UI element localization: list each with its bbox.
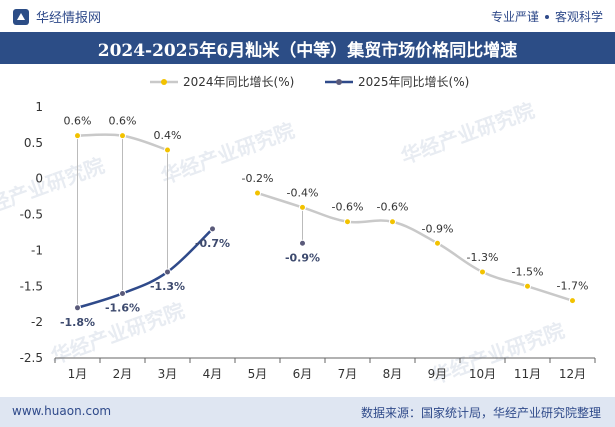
data-label-2024: -1.7% xyxy=(557,280,589,293)
data-point-2025 xyxy=(119,289,126,297)
legend-marker-icon xyxy=(161,79,167,85)
y-tick-label: 1 xyxy=(35,100,43,114)
data-label-2024: 0.4% xyxy=(154,129,182,142)
series-line-2025 xyxy=(77,228,214,309)
data-label-2024: -1.5% xyxy=(512,265,544,278)
data-label-2024: -0.4% xyxy=(287,186,319,199)
x-tick-label: 8月 xyxy=(383,367,403,381)
separator-dot-icon xyxy=(544,14,549,19)
series-line-2024 xyxy=(257,191,573,302)
top-bar: 华经情报网 专业严谨 客观科学 xyxy=(0,0,615,32)
data-label-2024: -1.3% xyxy=(467,251,499,264)
data-label-2024: -0.6% xyxy=(332,201,364,214)
y-tick-label: -1 xyxy=(31,243,43,257)
data-point-2024 xyxy=(569,297,576,305)
legend-marker-icon xyxy=(336,79,342,85)
tagline: 专业严谨 客观科学 xyxy=(491,8,603,25)
data-point-2025 xyxy=(74,304,81,312)
data-point-2024 xyxy=(164,146,171,154)
y-tick-label: -2 xyxy=(31,315,43,329)
data-point-2024 xyxy=(299,203,306,211)
data-point-2024 xyxy=(254,189,261,197)
y-tick-label: -0.5 xyxy=(20,208,43,222)
x-tick-label: 9月 xyxy=(428,367,448,381)
data-label-2025: -1.3% xyxy=(150,280,185,293)
legend-label[interactable]: 2024年同比增长(%) xyxy=(183,75,294,89)
legend-label[interactable]: 2025年同比增长(%) xyxy=(358,75,469,89)
x-tick-label: 2月 xyxy=(113,367,133,381)
watermark-text: 华经产业研究院 xyxy=(428,318,568,388)
data-label-2024: 0.6% xyxy=(64,115,92,128)
data-label-2025: -1.8% xyxy=(60,316,95,329)
tagline-left: 专业严谨 xyxy=(490,10,539,24)
y-tick-label: -1.5 xyxy=(20,279,43,293)
footer: www.huaon.com 数据来源：国家统计局，华经产业研究院整理 xyxy=(0,397,615,427)
x-tick-label: 10月 xyxy=(469,367,496,381)
x-tick-label: 6月 xyxy=(293,367,313,381)
data-label-2025: -0.7% xyxy=(195,237,230,250)
data-point-2024 xyxy=(434,239,441,247)
x-tick-label: 12月 xyxy=(559,367,586,381)
watermark-text: 华经产业研究院 xyxy=(398,98,538,168)
x-tick-label: 1月 xyxy=(68,367,88,381)
chart-title-bar: 2024-2025年6月籼米（中等）集贸市场价格同比增速 xyxy=(0,32,615,64)
data-label-2024: -0.2% xyxy=(242,172,274,185)
data-point-2024 xyxy=(74,132,81,140)
data-label-2024: -0.9% xyxy=(422,222,454,235)
y-tick-label: -2.5 xyxy=(20,351,43,365)
data-label-2024: -0.6% xyxy=(377,201,409,214)
data-point-2025 xyxy=(299,239,306,247)
data-point-2024 xyxy=(119,132,126,140)
data-point-2024 xyxy=(344,218,351,226)
x-tick-label: 4月 xyxy=(203,367,223,381)
x-tick-label: 3月 xyxy=(158,367,178,381)
data-label-2024: 0.6% xyxy=(109,115,137,128)
x-tick-label: 5月 xyxy=(248,367,268,381)
brand[interactable]: 华经情报网 xyxy=(12,7,101,26)
x-tick-label: 11月 xyxy=(514,367,541,381)
data-point-2025 xyxy=(209,225,216,233)
tagline-right: 客观科学 xyxy=(554,10,603,24)
brand-name: 华经情报网 xyxy=(36,11,102,26)
brand-logo-icon xyxy=(13,8,29,25)
data-point-2024 xyxy=(479,268,486,276)
footer-source: 数据来源：国家统计局，华经产业研究院整理 xyxy=(360,406,601,420)
chart-title: 2024-2025年6月籼米（中等）集贸市场价格同比增速 xyxy=(97,40,518,61)
y-tick-label: 0.5 xyxy=(24,136,43,150)
data-point-2024 xyxy=(389,218,396,226)
data-label-2025: -1.6% xyxy=(105,301,140,314)
data-label-2025: -0.9% xyxy=(285,251,320,264)
y-tick-label: 0 xyxy=(35,172,43,186)
data-point-2025 xyxy=(164,268,171,276)
x-tick-label: 7月 xyxy=(338,367,358,381)
data-point-2024 xyxy=(524,282,531,290)
watermark-text: 华经产业研究院 xyxy=(0,153,107,223)
footer-website[interactable]: www.huaon.com xyxy=(12,404,112,418)
